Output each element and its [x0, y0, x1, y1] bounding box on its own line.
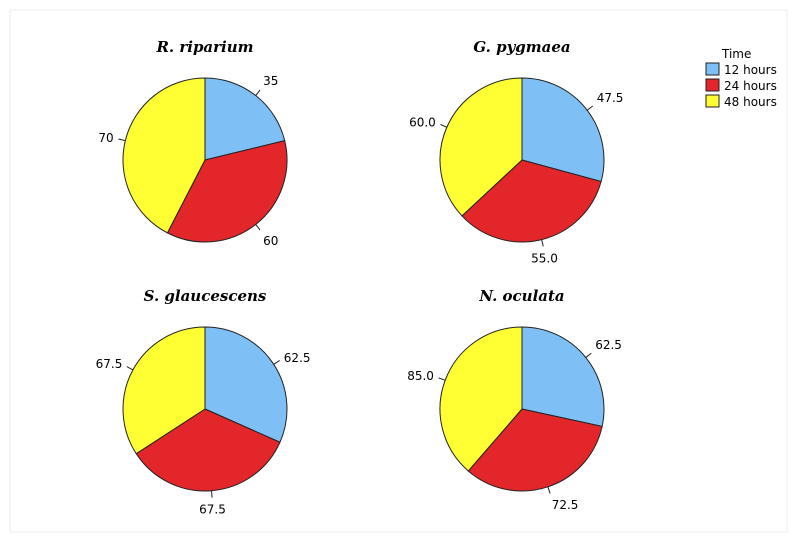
slice-label-tick [438, 377, 446, 381]
slice-label-tick [440, 124, 448, 128]
pie-slice-48-hours [439, 326, 523, 472]
slice-label-tick [255, 89, 261, 96]
pie-n-oculata: N. oculata 62.5 72.5 85.0 [407, 287, 622, 512]
legend-label-12-hours: 12 hours [724, 63, 777, 77]
pie-slice-12-hours [521, 77, 605, 183]
slice-label: 62.5 [595, 338, 622, 352]
slice-label-tick [585, 352, 592, 358]
slice-label-tick [541, 239, 544, 247]
slice-label-tick [586, 105, 594, 111]
pie-slice-24-hours [166, 140, 288, 243]
slice-label: 85.0 [407, 369, 434, 383]
pie-g-pygmaea: G. pygmaea 47.5 55.0 60.0 [409, 38, 623, 265]
slice-label-tick [255, 224, 261, 231]
pie-title: N. oculata [478, 287, 564, 305]
slice-label-tick [126, 366, 134, 371]
pie-slice-48-hours [439, 77, 523, 217]
legend-title: Time [721, 47, 751, 61]
slice-label: 62.5 [284, 351, 311, 365]
slice-label: 60.0 [409, 115, 436, 129]
pie-slice-12-hours [204, 77, 286, 161]
legend-label-24-hours: 24 hours [724, 79, 777, 93]
slice-label: 67.5 [96, 357, 123, 371]
slice-label: 72.5 [552, 498, 579, 512]
slice-label-tick [211, 490, 213, 498]
slice-label: 47.5 [597, 91, 624, 105]
pie-slice-24-hours [467, 408, 603, 492]
pie-panels: R. riparium 35 60 70 G. pygmaea 47.5 55.0 60.0 S… [96, 38, 624, 517]
pie-title: G. pygmaea [473, 38, 570, 56]
legend-label-48-hours: 48 hours [724, 95, 777, 109]
slice-label: 67.5 [199, 503, 226, 517]
pie-slice-48-hours [122, 77, 206, 234]
pie-slice-24-hours [461, 159, 602, 243]
pie-title: S. glaucescens [144, 287, 267, 305]
slice-label: 70 [98, 131, 113, 145]
figure-border [9, 9, 788, 533]
pie-title: R. riparium [155, 38, 253, 56]
pie-slice-24-hours [135, 408, 281, 492]
slice-label-tick [547, 486, 551, 494]
legend: Time 12 hours 24 hours 48 hours [705, 47, 777, 109]
pie-s-glaucescens: S. glaucescens 62.5 67.5 67.5 [96, 287, 311, 517]
pie-r-riparium: R. riparium 35 60 70 [98, 38, 288, 248]
legend-swatch-24-hours [705, 78, 720, 92]
pie-slice-48-hours [122, 326, 206, 455]
legend-swatch-48-hours [705, 94, 720, 108]
legend-swatch-12-hours [705, 62, 720, 76]
slice-label: 35 [263, 74, 278, 88]
slice-label: 60 [263, 234, 278, 248]
pie-slice-12-hours [204, 326, 288, 443]
slice-label-tick [118, 138, 126, 142]
slice-label-tick [273, 360, 280, 365]
slice-label: 55.0 [531, 251, 558, 265]
